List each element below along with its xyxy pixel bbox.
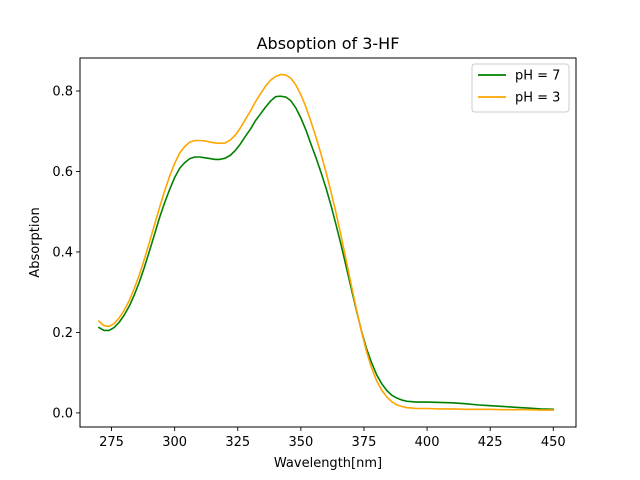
x-tick-label: 325 bbox=[225, 435, 250, 450]
x-tick-label: 375 bbox=[352, 435, 377, 450]
plot-area bbox=[79, 57, 577, 428]
y-tick-label: 0.4 bbox=[52, 245, 73, 260]
x-tick-label: 450 bbox=[541, 435, 566, 450]
y-tick-label: 0.6 bbox=[52, 165, 73, 180]
x-axis: 275 300 325 350 375 400 425 450 bbox=[99, 427, 566, 450]
series-line-0 bbox=[97, 95, 555, 411]
x-axis-label: Wavelength[nm] bbox=[274, 456, 382, 471]
legend: pH = 7 pH = 3 bbox=[471, 63, 570, 113]
chart-title: Absoption of 3-HF bbox=[257, 34, 400, 53]
y-axis-label: Absorption bbox=[28, 207, 43, 277]
plot-frame bbox=[79, 57, 577, 428]
plot-background bbox=[80, 58, 576, 427]
y-axis: 0.0 0.2 0.4 0.6 0.8 bbox=[52, 84, 80, 421]
y-tick-label: 0.8 bbox=[52, 84, 73, 99]
y-tick-label: 0.0 bbox=[52, 406, 73, 421]
series-line-1 bbox=[97, 73, 555, 411]
legend-label-1: pH = 3 bbox=[515, 91, 560, 106]
x-tick-label: 300 bbox=[162, 435, 187, 450]
x-tick-label: 400 bbox=[415, 435, 440, 450]
series-layer bbox=[97, 73, 555, 411]
legend-label-0: pH = 7 bbox=[515, 69, 560, 84]
x-tick-label: 275 bbox=[99, 435, 124, 450]
x-tick-label: 425 bbox=[478, 435, 503, 450]
legend-box bbox=[471, 63, 570, 113]
y-tick-label: 0.2 bbox=[52, 326, 73, 341]
x-tick-label: 350 bbox=[288, 435, 313, 450]
